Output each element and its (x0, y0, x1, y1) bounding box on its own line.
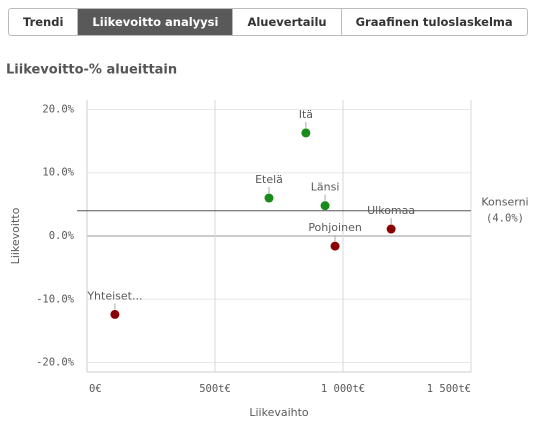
point-label: Etelä (255, 173, 283, 186)
chart-title: Liikevoitto-% alueittain (6, 63, 177, 78)
x-tick-label: 0€ (89, 383, 102, 395)
y-tick-label: 20.0% (42, 103, 74, 115)
point (386, 224, 396, 234)
point-label: Itä (299, 108, 313, 121)
point (330, 241, 340, 251)
tab[interactable]: Trendi (9, 9, 79, 35)
x-tick-label: 1 500t€ (427, 383, 471, 395)
tab[interactable]: Aluevertailu (233, 9, 342, 35)
point (320, 201, 330, 211)
point-label: Länsi (311, 181, 340, 194)
point-label: Pohjoinen (308, 221, 362, 234)
y-tick-label: -20.0% (36, 357, 75, 369)
x-tick-label: 1 000t€ (321, 383, 365, 395)
x-tick-label: 500t€ (199, 383, 231, 395)
x-axis-title: Liikevaihto (249, 406, 309, 419)
point-label: Ulkomaa (367, 204, 415, 217)
point (264, 193, 274, 203)
reference-label: Konserni (481, 196, 528, 209)
tab[interactable]: Graafinen tuloslaskelma (355, 15, 513, 29)
point-label: Yhteiset... (86, 289, 142, 302)
point (110, 309, 120, 319)
y-tick-label: -10.0% (36, 293, 75, 305)
y-tick-label: 0.0% (49, 230, 75, 242)
point (301, 128, 311, 138)
y-axis-title: Liikevoitto (9, 207, 22, 264)
y-tick-label: 10.0% (42, 167, 74, 179)
tab[interactable]: Liikevoitto analyysi (78, 9, 234, 35)
tab-bar: Trendi Liikevoitto analyysi Aluevertailu Gr… (8, 8, 528, 36)
reference-value-label: (4.0%) (486, 213, 524, 225)
